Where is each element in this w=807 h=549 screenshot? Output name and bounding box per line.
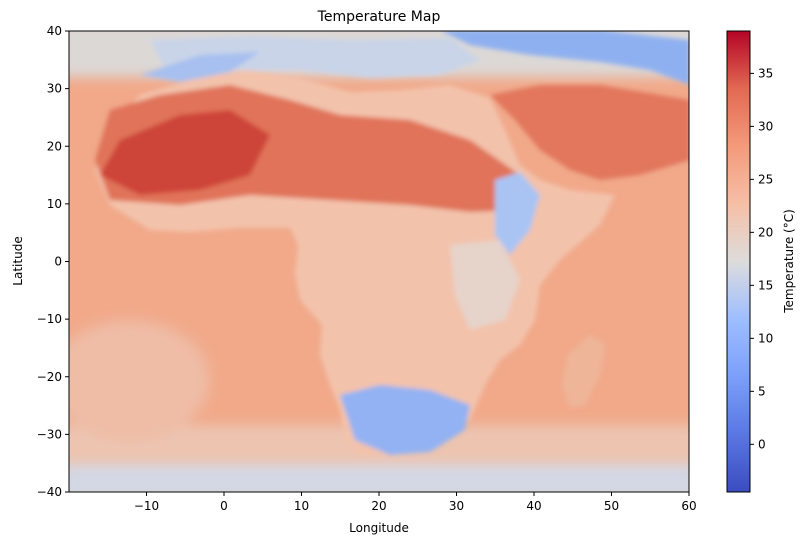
x-tick-label: 40 [526,499,541,513]
x-tick-label: 30 [449,499,464,513]
colorbar: 0 5 10 15 20 25 30 35 Temperature (°C) [726,30,796,493]
colorbar-tick-label: 35 [758,66,773,80]
y-tick-label: 0 [54,255,62,269]
east-africa-plateau [450,240,520,330]
colorbar-ticks: 0 5 10 15 20 25 30 35 [750,66,773,451]
northern-highlands [442,31,689,85]
atlas-mountains [140,52,260,82]
y-tick-label: −20 [37,370,62,384]
colorbar-gradient [726,30,751,493]
colorbar-tick-label: 15 [758,278,773,292]
southern-cool-band [69,460,689,492]
y-tick-label: 40 [47,24,62,38]
south-africa-cool [340,385,470,455]
madagascar [562,335,605,408]
x-tick-label: 50 [604,499,619,513]
colorbar-tick-label: 0 [758,437,766,451]
x-tick-label: 20 [371,499,386,513]
x-tick-label: 10 [294,499,309,513]
y-tick-label: 20 [47,139,62,153]
chart-title: Temperature Map [317,9,441,25]
colorbar-tick-label: 5 [758,384,766,398]
x-axis-label: Longitude [349,521,409,535]
y-axis: 40 30 20 10 0 −10 −20 −30 −40 [37,24,69,499]
y-axis-label: Latitude [11,236,25,285]
heatmap-plot [69,31,689,492]
x-tick-label: −10 [134,499,159,513]
y-tick-label: −30 [37,427,62,441]
colorbar-label: Temperature (°C) [782,209,796,314]
y-tick-label: −40 [37,485,62,499]
y-tick-label: 30 [47,82,62,96]
colorbar-tick-label: 25 [758,172,773,186]
x-tick-label: 60 [681,499,696,513]
sahara-core [100,110,270,195]
x-axis: −10 0 10 20 30 40 50 60 [134,492,697,513]
x-tick-label: 0 [220,499,228,513]
atlantic-cool-patch [69,320,210,440]
colorbar-tick-label: 10 [758,331,773,345]
y-tick-label: 10 [47,197,62,211]
colorbar-tick-label: 20 [758,225,773,239]
y-tick-label: −10 [37,312,62,326]
colorbar-tick-label: 30 [758,119,773,133]
arabian-peninsula [490,85,689,180]
ethiopian-highlands [495,172,540,255]
